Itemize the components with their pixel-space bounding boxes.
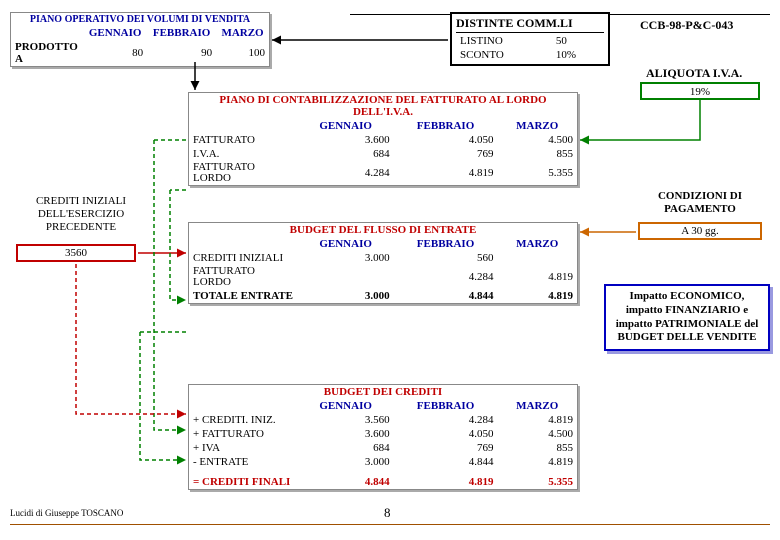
impatto-callout: Impatto ECONOMICO, impatto FINANZIARIO e…: [604, 284, 770, 351]
doc-code: CCB-98-P&C-043: [640, 18, 733, 33]
distinte-box: DISTINTE COMM.LI LISTINO50 SCONTO10%: [450, 12, 610, 66]
page-number: 8: [384, 505, 391, 521]
crediti-iniziali-box: 3560: [16, 244, 136, 262]
condizioni-title: CONDIZIONI DI PAGAMENTO: [630, 190, 770, 216]
distinte-title: DISTINTE COMM.LI: [456, 16, 604, 31]
entrate-table: BUDGET DEL FLUSSO DI ENTRATE GENNAIO FEB…: [188, 222, 578, 304]
fatturato-table: PIANO DI CONTABILIZZAZIONE DEL FATTURATO…: [188, 92, 578, 186]
aliquota-box: 19%: [640, 82, 760, 100]
author: Lucidi di Giuseppe TOSCANO: [10, 508, 123, 518]
crediti-table: BUDGET DEI CREDITI GENNAIO FEBBRAIO MARZ…: [188, 384, 578, 490]
crediti-iniziali-title: CREDITI INIZIALI DELL'ESERCIZIO PRECEDEN…: [6, 195, 156, 235]
piano-vendita-table: PIANO OPERATIVO DEI VOLUMI DI VENDITA GE…: [10, 12, 270, 67]
aliquota-title: ALIQUOTA I.V.A.: [646, 66, 742, 81]
condizioni-box: A 30 gg.: [638, 222, 762, 240]
